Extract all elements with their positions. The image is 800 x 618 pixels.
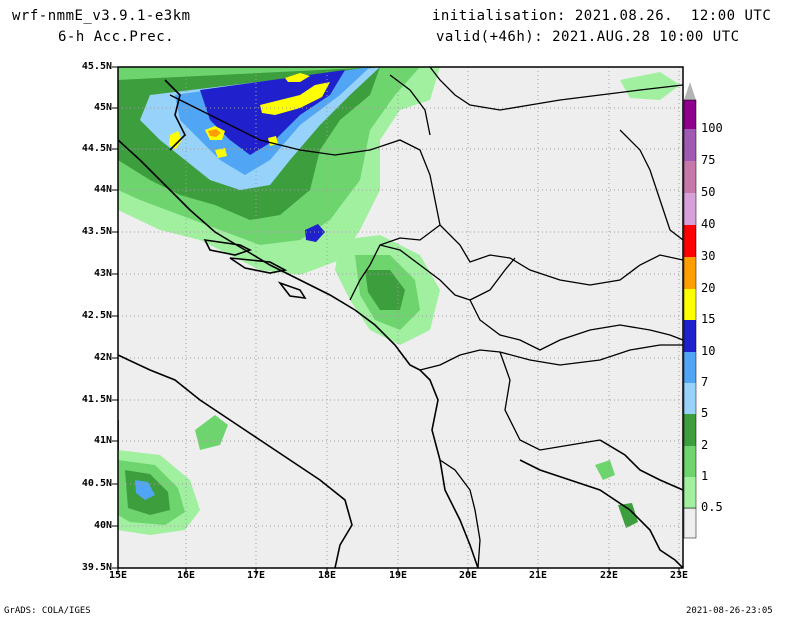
footer-credit: GrADS: COLA/IGES <box>4 606 91 616</box>
lon-label: 15E <box>108 570 128 581</box>
colorbar-bin-4 <box>684 352 696 383</box>
lat-label: 44.5N <box>81 143 112 154</box>
lat-label: 43N <box>93 268 112 279</box>
lon-label: 20E <box>458 570 478 581</box>
colorbar-label: 75 <box>701 153 716 167</box>
colorbar-label: 50 <box>701 185 716 199</box>
colorbar <box>683 82 697 539</box>
map-frame <box>117 66 684 569</box>
colorbar-outline <box>683 99 697 509</box>
valid-time: valid(+46h): 2021.AUG.28 10:00 UTC <box>436 29 740 45</box>
lat-label: 41N <box>93 435 112 446</box>
colorbar-bin-10 <box>684 161 696 193</box>
lat-label: 44N <box>93 184 112 195</box>
colorbar-bin-5 <box>684 320 696 352</box>
init-time: initialisation: 2021.08.26. 12:00 UTC <box>432 8 772 24</box>
precip-field <box>118 67 680 535</box>
colorbar-label: 10 <box>701 344 716 358</box>
colorbar-bottom <box>683 507 697 539</box>
colorbar-label: 0.5 <box>701 500 723 514</box>
coastlines <box>118 79 683 568</box>
colorbar-bin-6 <box>684 289 696 320</box>
model-title: wrf-nmmE_v3.9.1-e3km <box>12 8 191 24</box>
lon-label: 18E <box>317 570 337 581</box>
lat-label: 42.5N <box>81 310 112 321</box>
lat-label: 41.5N <box>81 394 112 405</box>
colorbar-bin-11 <box>684 129 696 161</box>
lon-label: 22E <box>599 570 619 581</box>
colorbar-bin-1 <box>684 446 696 477</box>
colorbar-label: 1 <box>701 469 709 483</box>
colorbar-bin-0 <box>684 477 696 508</box>
colorbar-label: 100 <box>701 121 723 135</box>
axis-ticks <box>112 66 680 574</box>
lon-label: 23E <box>669 570 689 581</box>
lat-label: 43.5N <box>81 226 112 237</box>
colorbar-bin-2 <box>684 414 696 446</box>
colorbar-bin-7 <box>684 257 696 289</box>
lon-label: 21E <box>528 570 548 581</box>
colorbar-label: 20 <box>701 281 716 295</box>
colorbar-bin-9 <box>684 193 696 225</box>
footer-timestamp: 2021-08-26-23:05 <box>686 606 773 616</box>
lat-label: 39.5N <box>81 562 112 573</box>
field-title: 6-h Acc.Prec. <box>58 29 175 45</box>
colorbar-label: 15 <box>701 312 716 326</box>
colorbar-label: 2 <box>701 438 709 452</box>
lat-label: 45.5N <box>81 61 112 72</box>
colorbar-top-arrow <box>684 82 696 100</box>
lon-label: 17E <box>246 570 266 581</box>
lon-label: 16E <box>176 570 196 581</box>
colorbar-bin-3 <box>684 383 696 414</box>
colorbar-bin-12 <box>684 100 696 129</box>
lat-label: 40N <box>93 520 112 531</box>
lat-label: 42N <box>93 352 112 363</box>
colorbar-label: 7 <box>701 375 709 389</box>
colorbar-label: 40 <box>701 217 716 231</box>
colorbar-bin-8 <box>684 225 696 257</box>
colorbar-label: 5 <box>701 406 709 420</box>
borders <box>169 67 683 568</box>
lat-label: 40.5N <box>81 478 112 489</box>
colorbar-label: 30 <box>701 249 716 263</box>
lat-label: 45N <box>93 102 112 113</box>
lon-label: 19E <box>388 570 408 581</box>
